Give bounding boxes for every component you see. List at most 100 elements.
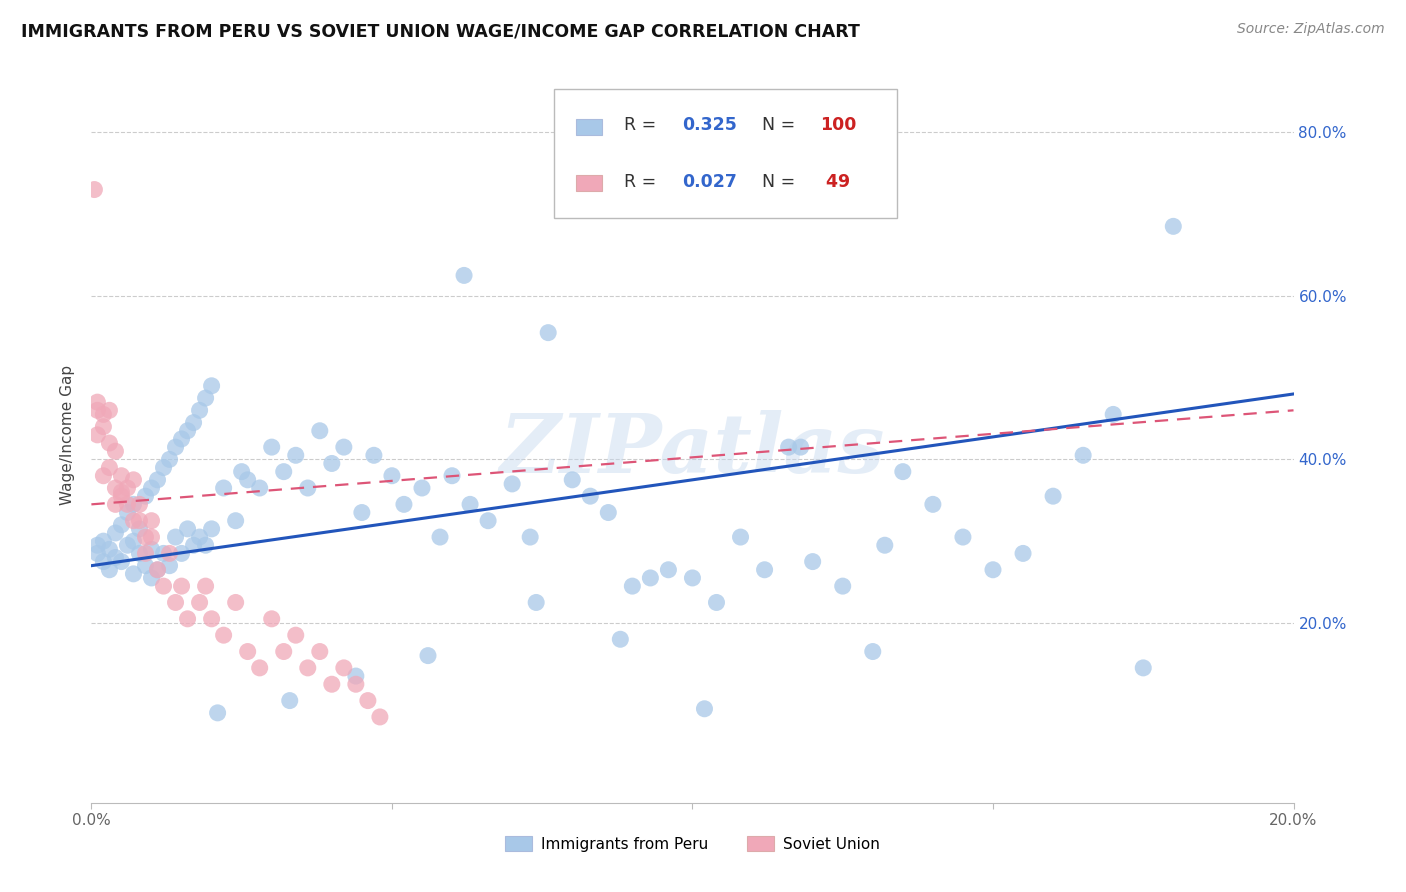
Point (86, 538, 108, 552)
Point (212, 628, 235, 642)
Point (122, 534, 145, 549)
Point (524, 595, 547, 609)
Point (440, 468, 463, 483)
Text: N =: N = (762, 116, 801, 134)
Point (128, 546, 150, 560)
Point (141, 530, 163, 544)
Point (128, 522, 150, 536)
Point (146, 563, 169, 577)
Point (416, 648, 439, 663)
Point (110, 468, 132, 483)
Point (122, 566, 145, 581)
Point (188, 403, 211, 417)
Point (86, 403, 108, 417)
Point (831, 579, 853, 593)
Text: R =: R = (624, 173, 662, 191)
Point (891, 465, 914, 479)
Point (201, 378, 224, 392)
Point (117, 481, 139, 495)
Point (170, 546, 193, 560)
Point (681, 571, 703, 585)
Point (789, 440, 811, 454)
Point (98, 460, 121, 475)
Point (183, 416, 205, 430)
Point (273, 644, 295, 658)
Point (176, 612, 198, 626)
Point (922, 497, 945, 511)
Point (117, 538, 139, 552)
Point (952, 530, 974, 544)
Point (176, 522, 198, 536)
Point (284, 448, 307, 462)
Point (86, 427, 108, 442)
Point (104, 444, 127, 458)
Point (225, 514, 247, 528)
Point (86, 395, 108, 409)
Point (93, 534, 115, 549)
Point (110, 489, 132, 503)
Point (93, 408, 115, 422)
Point (730, 530, 752, 544)
Point (117, 497, 139, 511)
Point (165, 595, 187, 609)
Point (1042, 489, 1064, 503)
Point (477, 514, 499, 528)
Point (801, 555, 824, 569)
Point (93, 555, 115, 569)
Point (122, 473, 145, 487)
Point (104, 550, 127, 565)
Point (368, 710, 391, 724)
Point (159, 452, 181, 467)
Point (392, 497, 415, 511)
Point (225, 595, 247, 609)
Point (598, 506, 620, 520)
Point (640, 571, 662, 585)
Text: N =: N = (762, 173, 801, 191)
Point (297, 481, 319, 495)
Point (249, 481, 271, 495)
Point (159, 558, 181, 573)
Text: 0.325: 0.325 (682, 116, 737, 134)
Text: 49: 49 (820, 173, 851, 191)
Point (194, 391, 217, 405)
Point (110, 485, 132, 500)
Y-axis label: Wage/Income Gap: Wage/Income Gap (60, 365, 76, 505)
Point (128, 497, 150, 511)
Point (297, 661, 319, 675)
Point (134, 489, 156, 503)
Point (501, 476, 523, 491)
Point (260, 612, 283, 626)
Text: IMMIGRANTS FROM PERU VS SOVIET UNION WAGE/INCOME GAP CORRELATION CHART: IMMIGRANTS FROM PERU VS SOVIET UNION WAG… (21, 22, 860, 40)
Point (134, 530, 156, 544)
Point (321, 457, 343, 471)
Point (344, 669, 367, 683)
Point (363, 448, 385, 462)
Point (273, 465, 295, 479)
Point (873, 538, 896, 552)
Point (537, 326, 560, 340)
Point (188, 530, 211, 544)
Point (122, 514, 145, 528)
Point (657, 563, 679, 577)
Text: Source: ZipAtlas.com: Source: ZipAtlas.com (1237, 22, 1385, 37)
Point (1161, 219, 1184, 234)
Point (98, 542, 121, 557)
Point (104, 481, 127, 495)
FancyBboxPatch shape (576, 119, 602, 135)
Point (609, 632, 631, 647)
Point (308, 424, 330, 438)
Point (146, 563, 169, 577)
Point (141, 514, 163, 528)
Point (194, 538, 217, 552)
Point (754, 563, 776, 577)
Point (152, 579, 174, 593)
Point (1102, 408, 1125, 422)
Point (141, 481, 163, 495)
Point (411, 481, 433, 495)
Point (93, 419, 115, 434)
Point (1071, 448, 1094, 462)
Point (381, 468, 404, 483)
Point (170, 432, 193, 446)
Text: R =: R = (624, 116, 662, 134)
Point (104, 525, 127, 540)
